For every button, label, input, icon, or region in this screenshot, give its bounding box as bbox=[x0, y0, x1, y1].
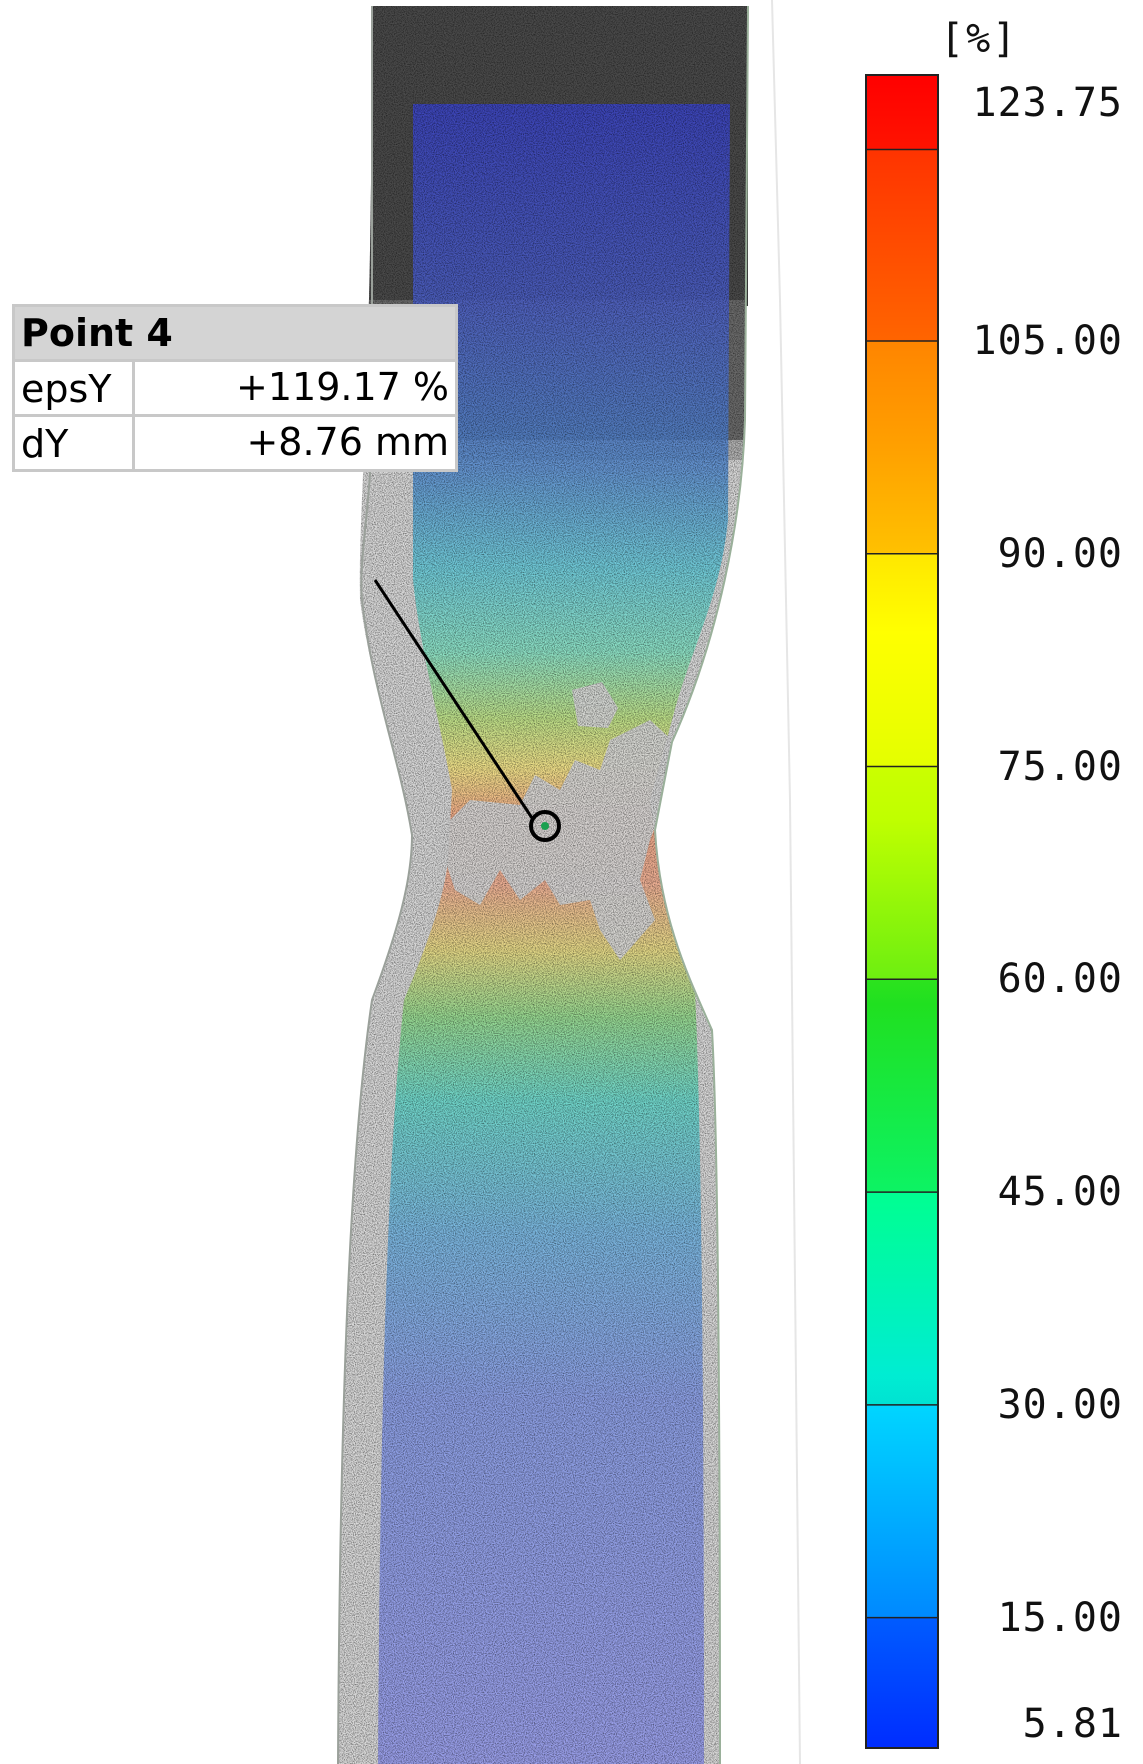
row-value: +8.76 mm bbox=[246, 420, 449, 464]
point-info-box[interactable]: Point 4 epsY +119.17 % dY +8.76 mm bbox=[12, 304, 458, 472]
colorbar-tick-label: 5.81 bbox=[1022, 1701, 1123, 1747]
colorbar-tick-label: 45.00 bbox=[997, 1169, 1123, 1216]
colorbar-tick-label: 105.00 bbox=[972, 317, 1123, 364]
colorbar-unit-label: [%] bbox=[940, 16, 1019, 62]
leader-line bbox=[373, 579, 534, 819]
colorbar-tick-label: 123.75 bbox=[972, 80, 1123, 126]
row-value: +119.17 % bbox=[236, 365, 449, 409]
point-info-row-dY: dY +8.76 mm bbox=[15, 414, 455, 469]
colorbar-tick-label: 15.00 bbox=[997, 1594, 1123, 1641]
colorbar bbox=[865, 74, 939, 1749]
row-key: epsY bbox=[15, 362, 135, 414]
colorbar-tick-label: 60.00 bbox=[997, 956, 1123, 1003]
point-info-title: Point 4 bbox=[15, 307, 455, 359]
colorbar-tick-label: 75.00 bbox=[997, 743, 1123, 790]
colorbar-tick-label: 90.00 bbox=[997, 530, 1123, 577]
row-key: dY bbox=[15, 417, 135, 469]
colorbar-tick-label: 30.00 bbox=[997, 1381, 1123, 1428]
measurement-point-marker[interactable] bbox=[529, 810, 561, 842]
point-info-row-epsY: epsY +119.17 % bbox=[15, 359, 455, 414]
